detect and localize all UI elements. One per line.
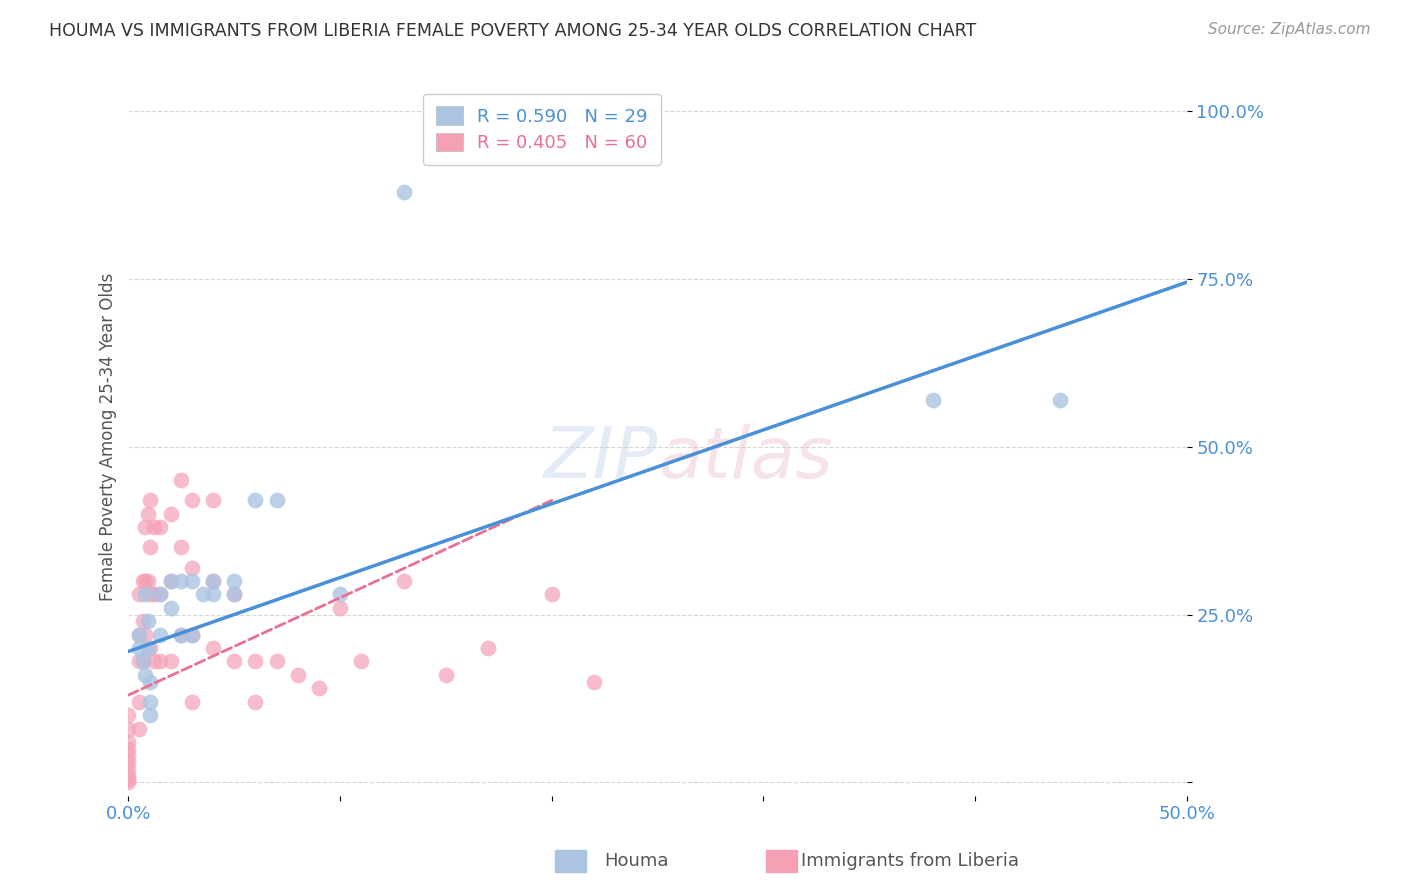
Point <box>191 587 214 601</box>
Point <box>170 627 193 641</box>
Text: Source: ZipAtlas.com: Source: ZipAtlas.com <box>1208 22 1371 37</box>
Point <box>202 574 225 588</box>
Point <box>434 668 457 682</box>
Point <box>149 587 172 601</box>
Point <box>170 574 193 588</box>
Point <box>117 775 139 789</box>
Point <box>181 560 204 574</box>
Point <box>149 587 172 601</box>
Point <box>136 507 159 521</box>
Point <box>181 627 204 641</box>
Point <box>149 627 172 641</box>
Point <box>181 627 204 641</box>
Point <box>138 674 160 689</box>
Point <box>128 722 150 736</box>
Point <box>117 772 139 786</box>
Point <box>117 769 139 783</box>
Point <box>134 574 156 588</box>
Point <box>128 587 150 601</box>
Point <box>117 755 139 769</box>
Point <box>142 587 165 601</box>
Point <box>134 520 156 534</box>
Legend: R = 0.590   N = 29, R = 0.405   N = 60: R = 0.590 N = 29, R = 0.405 N = 60 <box>423 94 661 165</box>
Point <box>117 762 139 776</box>
Point <box>245 655 267 669</box>
Point <box>202 641 225 656</box>
Point <box>392 185 415 199</box>
Point <box>224 587 246 601</box>
Point <box>128 695 150 709</box>
Point <box>159 600 181 615</box>
Point <box>117 741 139 756</box>
Point <box>134 627 156 641</box>
Point <box>540 587 562 601</box>
Point <box>136 641 159 656</box>
Point <box>117 748 139 763</box>
Point <box>117 735 139 749</box>
Point <box>138 541 160 555</box>
Point <box>149 655 172 669</box>
Point <box>170 473 193 487</box>
Point <box>921 392 943 407</box>
Point <box>245 695 267 709</box>
Point <box>1049 392 1071 407</box>
Point <box>159 574 181 588</box>
Point <box>142 655 165 669</box>
Point <box>149 520 172 534</box>
Point <box>128 655 150 669</box>
Point <box>477 641 499 656</box>
Point <box>181 493 204 508</box>
Point <box>138 695 160 709</box>
Text: Houma: Houma <box>605 852 669 870</box>
Point <box>266 493 288 508</box>
Point <box>181 695 204 709</box>
Point <box>132 614 155 628</box>
Point <box>138 708 160 723</box>
Point <box>202 587 225 601</box>
Point <box>117 708 139 723</box>
Point <box>138 587 160 601</box>
Point <box>136 574 159 588</box>
Point <box>181 574 204 588</box>
Point <box>245 493 267 508</box>
Point <box>350 655 373 669</box>
Point <box>224 655 246 669</box>
Text: atlas: atlas <box>658 424 832 492</box>
Point <box>392 574 415 588</box>
Point <box>132 655 155 669</box>
Point <box>128 627 150 641</box>
Point <box>329 587 352 601</box>
Point <box>134 587 156 601</box>
Point <box>117 722 139 736</box>
Point <box>138 493 160 508</box>
Point <box>170 541 193 555</box>
Point <box>308 681 330 696</box>
Text: Immigrants from Liberia: Immigrants from Liberia <box>801 852 1019 870</box>
Y-axis label: Female Poverty Among 25-34 Year Olds: Female Poverty Among 25-34 Year Olds <box>100 272 117 600</box>
Point <box>266 655 288 669</box>
Point <box>224 574 246 588</box>
Point <box>202 574 225 588</box>
Point <box>128 627 150 641</box>
Point <box>583 674 606 689</box>
Point <box>224 587 246 601</box>
Text: HOUMA VS IMMIGRANTS FROM LIBERIA FEMALE POVERTY AMONG 25-34 YEAR OLDS CORRELATIO: HOUMA VS IMMIGRANTS FROM LIBERIA FEMALE … <box>49 22 976 40</box>
Point <box>170 627 193 641</box>
Point <box>159 574 181 588</box>
Point <box>134 668 156 682</box>
Point <box>202 493 225 508</box>
Point <box>159 507 181 521</box>
Point <box>159 655 181 669</box>
Point <box>287 668 309 682</box>
Point <box>132 574 155 588</box>
Point <box>142 520 165 534</box>
Point <box>136 614 159 628</box>
Text: ZIP: ZIP <box>543 424 658 492</box>
Point <box>128 641 150 656</box>
Point <box>138 641 160 656</box>
Point <box>329 600 352 615</box>
Point <box>132 655 155 669</box>
